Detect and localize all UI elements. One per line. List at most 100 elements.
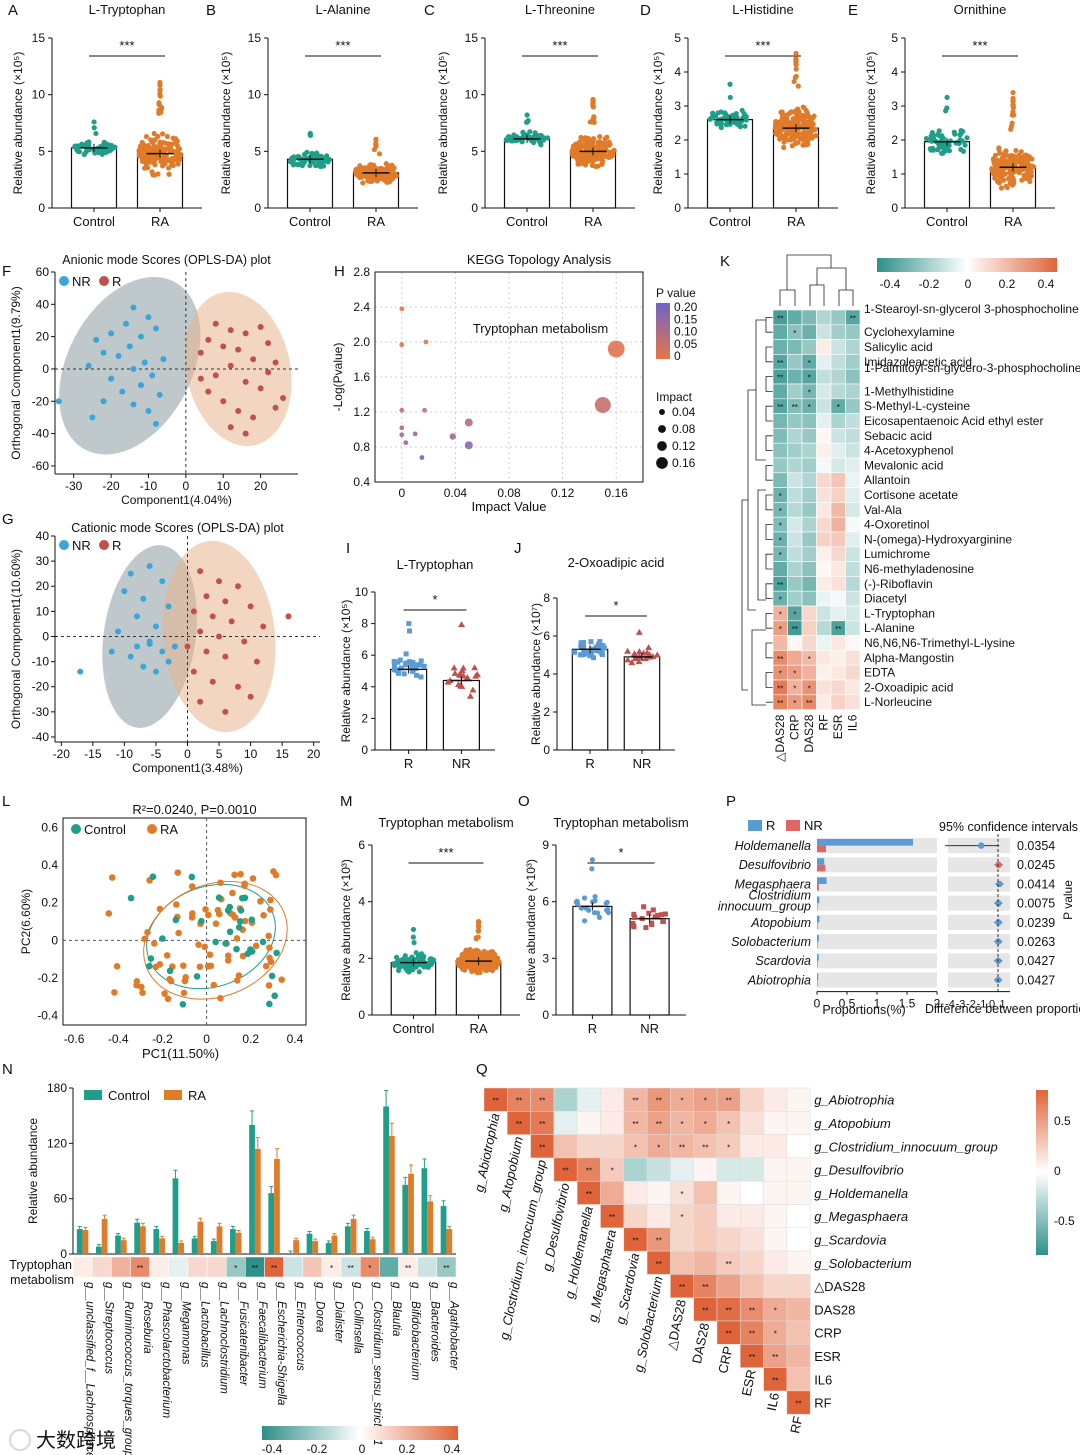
heatmap-cell <box>845 457 861 474</box>
column-label: DAS28 <box>802 714 816 752</box>
heatmap-cell <box>830 354 846 370</box>
row-band-ci <box>948 934 1010 950</box>
x-tick-label: 0.4 <box>287 1032 304 1046</box>
data-point-Control <box>212 938 219 946</box>
x-tick-label: R <box>585 756 594 771</box>
data-point <box>996 172 1003 179</box>
data-point <box>659 912 665 918</box>
y-tick-label: 0 <box>891 201 898 215</box>
row-label: ESR <box>814 1349 841 1364</box>
data-point <box>141 165 148 171</box>
data-point <box>958 146 964 153</box>
data-point <box>315 162 321 168</box>
data-point-NR <box>137 382 144 389</box>
significance-mark: * <box>779 625 782 634</box>
heatmap-cell <box>801 635 817 651</box>
data-point-RA <box>150 940 158 947</box>
data-point-Control <box>159 935 166 942</box>
y-axis-label: Relative abundance (×10⁵) <box>11 52 25 195</box>
y-tick-label: -40 <box>32 730 50 744</box>
x-tick-label: 1.5 <box>899 997 916 1011</box>
data-point <box>599 140 606 147</box>
data-point-RA <box>257 898 264 905</box>
significance-mark: ** <box>656 1260 662 1269</box>
x-tick-label: -10 <box>116 747 134 761</box>
data-point <box>151 143 157 149</box>
k-colorbar-tick: -0.4 <box>880 277 901 291</box>
data-point <box>75 148 81 154</box>
data-point-R <box>209 678 216 685</box>
data-point-R <box>253 658 260 665</box>
heatmap-cell <box>600 1134 625 1159</box>
row-label: Cyclohexylamine <box>864 325 955 339</box>
data-point <box>467 955 473 962</box>
data-point <box>450 664 458 671</box>
r-confidence-ellipse <box>184 291 292 447</box>
data-point <box>418 674 424 680</box>
y-tick-label: 60 <box>36 265 50 279</box>
y-tick-label: 2.0 <box>353 335 370 349</box>
significance-mark: ** <box>656 1120 662 1129</box>
significance-mark: * <box>793 610 796 619</box>
data-point-R <box>234 683 241 690</box>
data-point <box>733 110 739 117</box>
significance-mark: ** <box>772 1353 778 1362</box>
heatmap-cell <box>845 383 861 400</box>
category-label: Atopobium <box>750 916 811 930</box>
bar-Control <box>268 1193 275 1254</box>
significance-mark: ** <box>726 1097 732 1106</box>
significance-mark: ** <box>777 699 783 708</box>
heatmap-cell <box>830 650 846 666</box>
data-point-NR <box>130 401 137 408</box>
heatmap-cell <box>716 1204 741 1229</box>
y-tick-label: 15 <box>32 31 46 45</box>
bar-NR <box>623 656 661 751</box>
data-point <box>800 142 806 148</box>
bar-NR <box>817 903 818 910</box>
y-tick-label: 40 <box>36 297 50 311</box>
category-label: Megasphaera <box>735 877 811 891</box>
x-axis-label: Component1(4.04%) <box>121 493 232 507</box>
heatmap-cell <box>801 605 817 622</box>
heatmap-cell <box>600 1087 625 1112</box>
column-label: g_Desulfovibrio <box>539 1182 572 1273</box>
bar-RA <box>120 1240 127 1254</box>
chart-title: L-Alanine <box>316 2 371 17</box>
data-point-Control <box>127 894 135 902</box>
data-point <box>923 135 930 142</box>
data-point <box>590 159 596 165</box>
data-point <box>73 143 80 149</box>
row-band <box>817 857 937 873</box>
significance-mark: ** <box>777 359 783 368</box>
significance-mark: * <box>611 1167 614 1176</box>
data-point <box>588 651 594 657</box>
data-point-R <box>260 623 267 630</box>
data-point <box>374 178 380 184</box>
heatmap-cell <box>693 1227 718 1252</box>
data-point <box>164 133 170 140</box>
data-point <box>593 644 599 650</box>
heatmap-cell <box>845 368 861 385</box>
y-tick-label: 3 <box>674 99 681 113</box>
heatmap-cell <box>786 1390 811 1415</box>
x-axis-label: Component1(3.48%) <box>132 761 243 775</box>
significance-mark: ** <box>632 1097 638 1106</box>
data-point <box>577 139 583 145</box>
bar-RA <box>446 1229 453 1254</box>
chart-title: L-Threonine <box>525 2 595 17</box>
data-point <box>470 948 477 954</box>
bar-NR <box>817 845 826 853</box>
chart-title: L-Tryptophan <box>397 557 474 572</box>
heat-cell <box>111 1256 131 1278</box>
data-point <box>169 161 175 168</box>
data-point <box>387 178 393 185</box>
bar-RA <box>408 1173 414 1254</box>
significance-stars: * <box>613 598 618 613</box>
data-point <box>489 967 496 974</box>
heatmap-cell <box>693 1180 718 1205</box>
data-point <box>317 158 324 164</box>
data-point-RA <box>229 889 236 897</box>
data-point-RA <box>206 951 214 959</box>
x-tick-label: 0.16 <box>605 486 629 500</box>
heatmap-cell <box>786 1204 811 1229</box>
